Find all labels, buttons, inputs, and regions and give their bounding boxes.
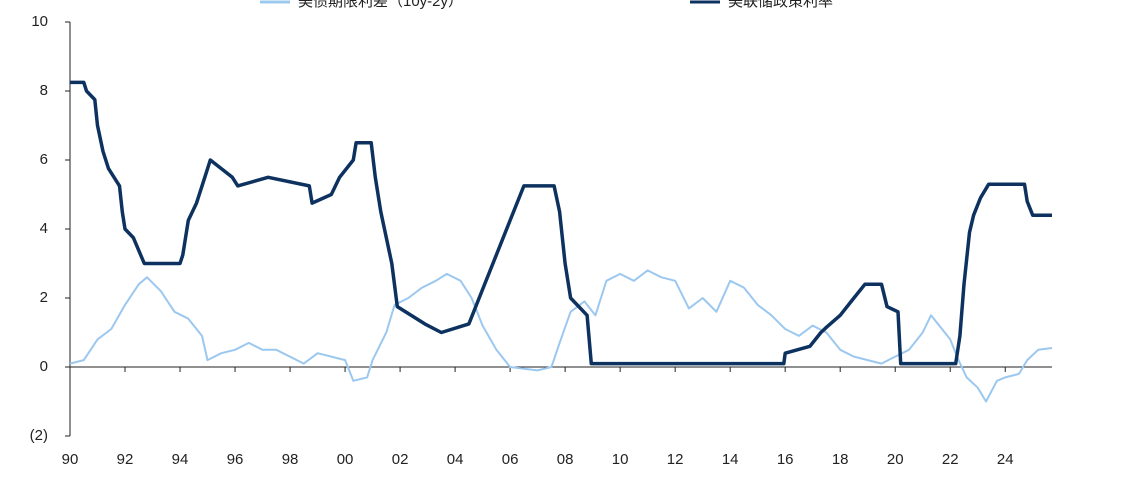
series-line <box>69 269 1053 403</box>
x-tick-label: 18 <box>832 451 849 468</box>
x-tick-label: 06 <box>502 451 519 468</box>
y-tick-label: 10 <box>31 13 48 30</box>
y-tick-label: 0 <box>40 358 48 375</box>
series-line <box>70 80 1052 366</box>
y-tick-label: 4 <box>40 220 48 237</box>
legend-label: 美联储政策利率 <box>728 0 833 10</box>
x-tick-label: 92 <box>117 451 134 468</box>
x-tick-label: 98 <box>282 451 299 468</box>
x-tick-label: 90 <box>62 451 79 468</box>
y-tick-label: 8 <box>40 82 48 99</box>
x-tick-label: 08 <box>557 451 574 468</box>
y-tick-label: 6 <box>40 151 48 168</box>
x-tick-label: 14 <box>722 451 739 468</box>
x-tick-label: 96 <box>227 451 244 468</box>
legend-label: 美债期限利差（10y-2y） <box>298 0 463 10</box>
x-tick-label: 02 <box>392 451 409 468</box>
y-tick-label: 2 <box>40 289 48 306</box>
x-tick-label: 22 <box>942 451 959 468</box>
y-tick-label: (2) <box>30 427 48 444</box>
x-tick-label: 00 <box>337 451 354 468</box>
x-tick-label: 24 <box>997 451 1014 468</box>
x-tick-label: 94 <box>172 451 189 468</box>
x-tick-label: 16 <box>777 451 794 468</box>
x-tick-label: 04 <box>447 451 464 468</box>
x-tick-label: 10 <box>612 451 629 468</box>
x-tick-label: 12 <box>667 451 684 468</box>
x-tick-label: 20 <box>887 451 904 468</box>
